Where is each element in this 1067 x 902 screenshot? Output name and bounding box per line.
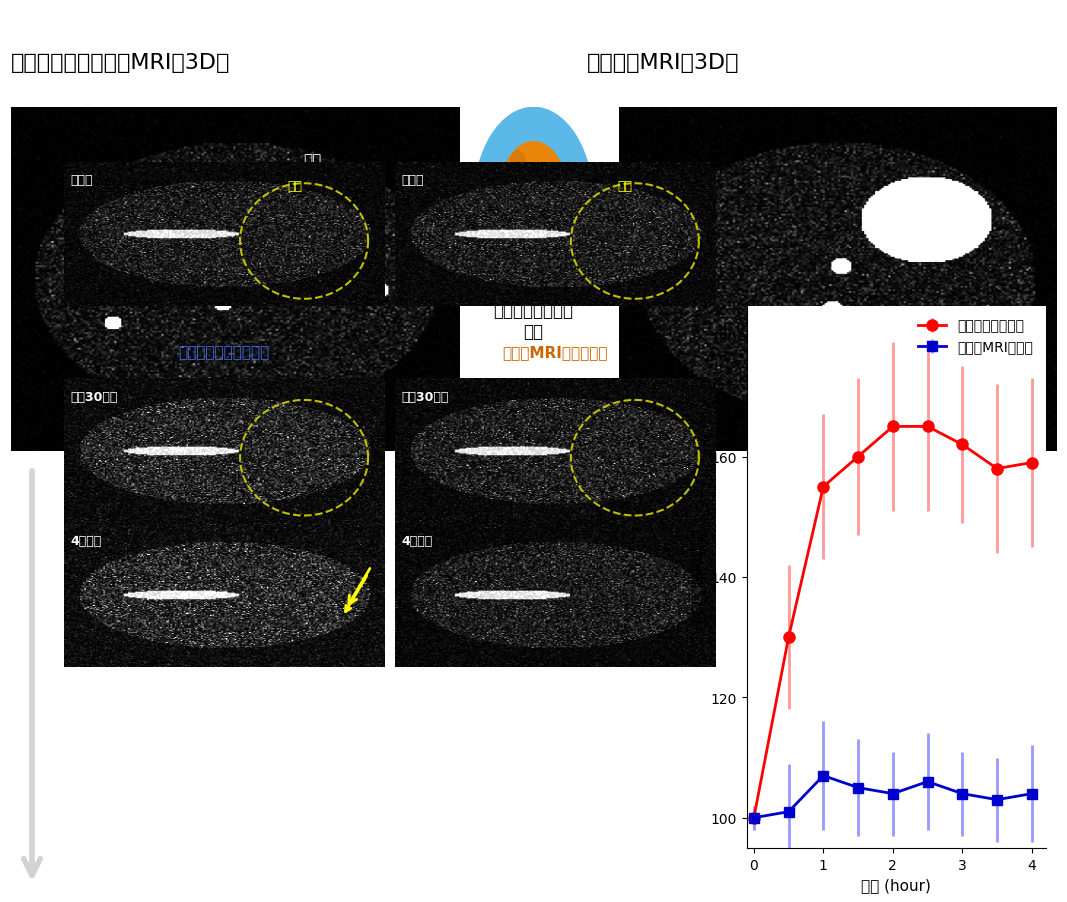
Circle shape bbox=[474, 108, 593, 300]
Legend: ナノマシン造影剤, 臨床用MRI造影剤: ナノマシン造影剤, 臨床用MRI造影剤 bbox=[913, 314, 1038, 360]
Circle shape bbox=[511, 189, 528, 216]
Text: ナノマシン造影剤投与: ナノマシン造影剤投与 bbox=[178, 345, 270, 359]
Circle shape bbox=[507, 170, 528, 204]
Text: 投与後のMRI（3D）: 投与後のMRI（3D） bbox=[587, 53, 739, 73]
Text: 4時間後: 4時間後 bbox=[70, 535, 101, 548]
Circle shape bbox=[531, 180, 552, 214]
Circle shape bbox=[525, 208, 545, 241]
Text: がん: がん bbox=[287, 179, 302, 193]
Circle shape bbox=[544, 206, 562, 235]
Circle shape bbox=[511, 152, 525, 174]
Text: がん: がん bbox=[240, 153, 321, 193]
X-axis label: 時間 (hour): 時間 (hour) bbox=[861, 877, 931, 892]
Circle shape bbox=[499, 143, 568, 253]
Y-axis label: 大腸がんのMRI信号比: 大腸がんのMRI信号比 bbox=[690, 527, 705, 628]
Circle shape bbox=[508, 174, 527, 204]
Text: 臨床用MRI造影剤投与: 臨床用MRI造影剤投与 bbox=[503, 345, 607, 359]
Circle shape bbox=[510, 164, 520, 180]
Text: がん: がん bbox=[618, 179, 633, 193]
Text: 投与前: 投与前 bbox=[401, 174, 424, 187]
Wedge shape bbox=[477, 204, 590, 300]
Text: 投与前: 投与前 bbox=[70, 174, 93, 187]
Text: 4時間後: 4時間後 bbox=[401, 535, 432, 548]
Text: 投与前のがん組織のMRI（3D）: 投与前のがん組織のMRI（3D） bbox=[11, 53, 230, 73]
Text: 投与30分後: 投与30分後 bbox=[401, 391, 448, 403]
Text: 投与30分後: 投与30分後 bbox=[70, 391, 117, 403]
Text: ナノマシン造影剤
投与: ナノマシン造影剤 投与 bbox=[494, 301, 573, 340]
